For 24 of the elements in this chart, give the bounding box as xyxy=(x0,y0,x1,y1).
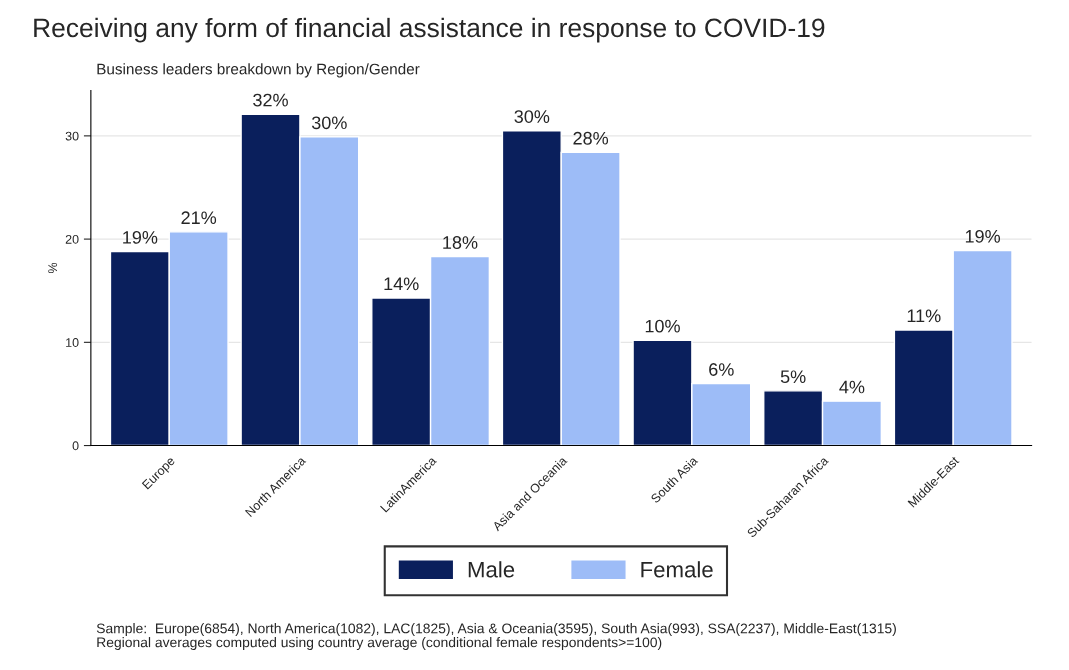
y-tick-label: 0 xyxy=(72,441,79,451)
y-tick-label: 10 xyxy=(66,338,79,347)
text: Sample: Europe(6854), North America(1082), LAC(1825), Asia & Oceania(3595), South Asia(993), SSA(2237), Middle-East(1315) Regional averages computed using country average (conditional female respondents>=100) xyxy=(96,623,896,650)
data-label: 10% xyxy=(645,319,680,333)
y-axis-title: % xyxy=(48,262,58,274)
data-label: 19% xyxy=(123,230,158,244)
data-label: 30% xyxy=(514,110,550,123)
legend-label: Female xyxy=(641,561,713,578)
data-label: 30% xyxy=(311,116,347,130)
data-label: 6% xyxy=(709,363,734,376)
data-label: 21% xyxy=(181,211,217,225)
legend-label: Male xyxy=(468,561,515,578)
data-label: 32% xyxy=(253,93,288,107)
y-tick-label: 30 xyxy=(65,131,79,141)
data-label: 19% xyxy=(965,229,1001,243)
data-label: 14% xyxy=(384,277,419,291)
data-label: 5% xyxy=(780,370,806,384)
data-label: 18% xyxy=(443,236,478,249)
data-label: 11% xyxy=(907,309,941,323)
chart-title: Receiving any form of financial assistance in response to COVID-19 xyxy=(34,17,825,43)
chart-subtitle: Business leaders breakdown by Region/Gender xyxy=(97,63,420,78)
y-tick-label: 20 xyxy=(65,234,79,244)
data-label: 28% xyxy=(573,131,609,145)
data-label: 4% xyxy=(839,380,865,394)
